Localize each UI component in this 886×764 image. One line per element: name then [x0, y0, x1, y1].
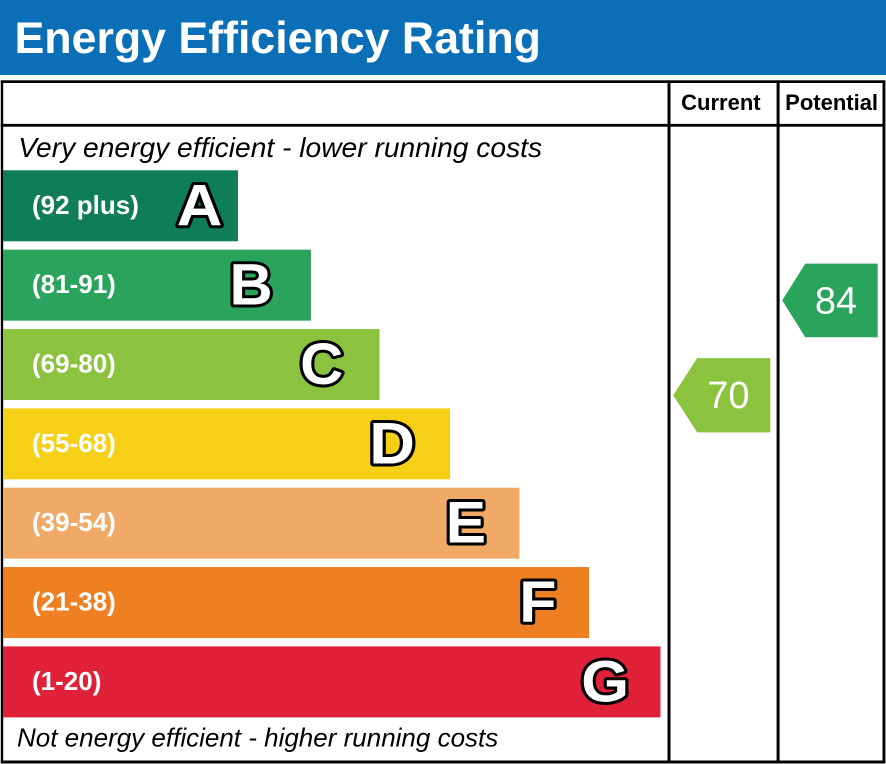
svg-text:Current: Current: [681, 90, 761, 115]
svg-text:(1-20): (1-20): [32, 666, 101, 696]
svg-text:(69-80): (69-80): [32, 349, 116, 379]
svg-text:A: A: [177, 173, 223, 238]
svg-text:(81-91): (81-91): [32, 269, 116, 299]
svg-text:D: D: [369, 411, 415, 476]
svg-text:Not energy efficient - higher: Not energy efficient - higher running co…: [17, 722, 498, 752]
svg-text:C: C: [300, 333, 343, 397]
svg-text:(21-38): (21-38): [32, 587, 116, 617]
svg-text:E: E: [446, 490, 486, 556]
svg-text:Potential: Potential: [785, 90, 878, 115]
svg-text:84: 84: [815, 280, 857, 322]
svg-text:(55-68): (55-68): [32, 428, 116, 458]
svg-text:(39-54): (39-54): [32, 507, 116, 537]
svg-text:B: B: [229, 253, 272, 317]
svg-text:Energy Efficiency Rating: Energy Efficiency Rating: [15, 14, 541, 63]
svg-text:Very energy efficient - lower: Very energy efficient - lower running co…: [18, 131, 542, 163]
svg-text:F: F: [519, 569, 556, 634]
svg-text:G: G: [581, 649, 629, 714]
svg-text:70: 70: [707, 375, 749, 417]
svg-text:(92 plus): (92 plus): [32, 190, 139, 220]
